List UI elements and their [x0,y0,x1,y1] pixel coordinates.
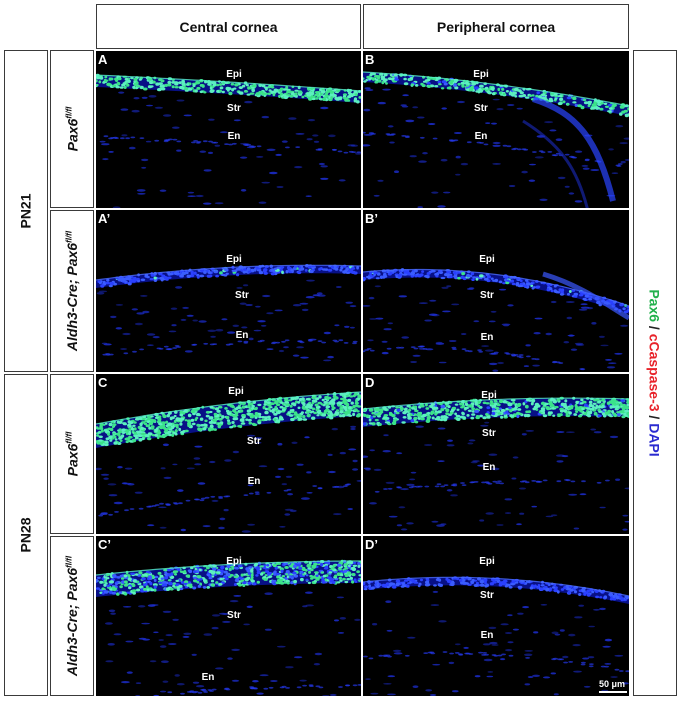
stage-label-pn21: PN21 [4,50,48,372]
layer-label-en: En [235,330,249,341]
layer-label-en: En [480,332,494,343]
column-header-peripheral-text: Peripheral cornea [436,18,556,35]
column-header-peripheral: Peripheral cornea [363,4,629,49]
tissue-image [363,71,629,208]
panel-label: D [365,375,375,390]
layer-label-epi: Epi [226,254,242,265]
tissue-image [363,268,629,372]
tissue-image [363,396,629,531]
panel-label: B’ [365,211,378,226]
layer-label-str: Str [480,590,494,601]
genotype-label-row1: Pax6fl/fl [50,50,94,208]
layer-label-str: Str [227,610,241,621]
panel-label: B [365,52,375,67]
legend-separator: / [647,411,664,424]
micrograph-panel-a-prime: A’ Epi Str En [96,210,361,372]
genotype-superscript: fl/fl [64,106,74,119]
genotype-superscript: fl/fl [64,230,74,243]
panel-label: A [98,52,108,67]
column-header-central-text: Central cornea [179,18,278,35]
layer-label-str: Str [235,290,249,301]
layer-label-en: En [474,131,488,142]
layer-label-epi: Epi [226,556,242,567]
layer-label-en: En [480,630,494,641]
legend-dapi: DAPI [647,423,664,457]
layer-label-str: Str [474,103,488,114]
layer-label-epi: Epi [481,390,497,401]
genotype-name: Aldh3-Cre; Pax6 [64,567,80,677]
stage-label-pn28: PN28 [4,374,48,696]
tissue-image [96,264,361,362]
layer-label-en: En [247,476,261,487]
genotype-name: Pax6 [64,443,81,477]
genotype-name: Aldh3-Cre; Pax6 [64,242,80,352]
tissue-image [96,73,361,208]
legend-separator: / [647,322,664,334]
tissue-image [96,559,361,696]
layer-label-epi: Epi [479,556,495,567]
scale-bar [599,691,627,693]
panel-label: C [98,375,108,390]
layer-label-str: Str [247,436,261,447]
layer-label-epi: Epi [228,386,244,397]
layer-label-str: Str [227,103,241,114]
micrograph-panel-b: B Epi Str En [363,51,629,208]
layer-label-str: Str [482,428,496,439]
tissue-image [363,576,629,696]
micrograph-panel-a: A Epi Str En [96,51,361,208]
channel-legend: Pax6 / cCaspase-3 / DAPI [633,50,677,696]
layer-label-epi: Epi [226,69,242,80]
tissue-image [96,391,361,533]
genotype-label-row2: Aldh3-Cre; Pax6fl/fl [50,210,94,372]
micrograph-panel-d: D Epi Str En [363,374,629,534]
layer-label-en: En [482,462,496,473]
genotype-superscript: fl/fl [64,431,74,444]
layer-label-epi: Epi [473,69,489,80]
panel-label: D’ [365,537,378,552]
micrograph-panel-c-prime: C’ Epi Str En [96,536,361,696]
scale-bar-label: 50 μm [599,679,626,689]
layer-label-epi: Epi [479,254,495,265]
legend-pax6: Pax6 [647,289,664,323]
micrograph-panel-b-prime: B’ Epi Str En [363,210,629,372]
micrograph-panel-d-prime: D’ Epi Str En 50 μm [363,536,629,696]
layer-label-str: Str [480,290,494,301]
genotype-label-row4: Aldh3-Cre; Pax6fl/fl [50,536,94,696]
panel-label: A’ [98,211,111,226]
layer-label-en: En [201,672,215,683]
legend-ccaspase3: cCaspase-3 [647,333,664,412]
layer-label-en: En [227,131,241,142]
genotype-superscript: fl/fl [64,555,74,568]
genotype-name: Pax6 [64,118,81,152]
column-header-central: Central cornea [96,4,361,49]
stage-label-pn21-text: PN21 [18,193,34,229]
genotype-label-row3: Pax6fl/fl [50,374,94,534]
panel-label: C’ [98,537,111,552]
micrograph-panel-c: C Epi Str En [96,374,361,534]
stage-label-pn28-text: PN28 [18,517,34,553]
